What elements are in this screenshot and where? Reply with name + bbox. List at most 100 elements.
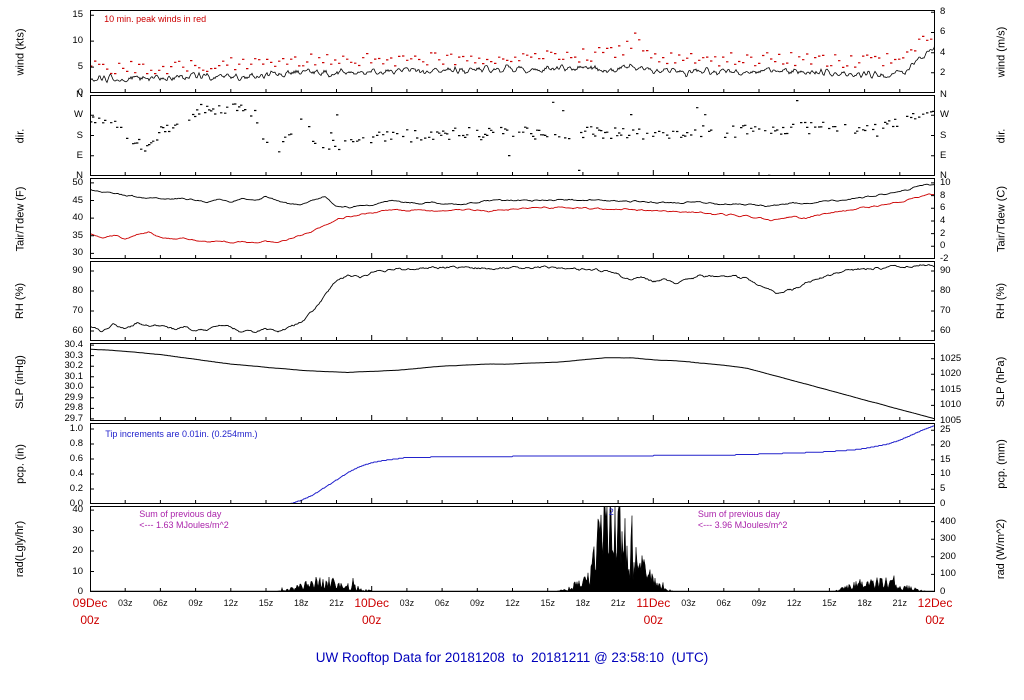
panel-temp-border bbox=[90, 178, 935, 259]
wind-direction-series bbox=[90, 100, 935, 176]
rad-ytick-right: 300 bbox=[940, 533, 956, 545]
wind-axis-label-left: wind (kts) bbox=[14, 27, 26, 76]
rh-ytick-left: 70 bbox=[72, 305, 83, 316]
x-minor-label: 12z bbox=[505, 598, 520, 608]
wind-ytick-left: 10 bbox=[72, 35, 83, 47]
chart-title: UW Rooftop Data for 20181208 to 20181211… bbox=[315, 650, 709, 665]
slp-axis-label-left: SLP (inHg) bbox=[14, 355, 26, 409]
slp-ytick-left: 29.7 bbox=[64, 412, 84, 424]
sea-level-pressure-series bbox=[90, 348, 935, 420]
pcp-ytick-left: 0.2 bbox=[69, 483, 83, 494]
x-minor-label: 12z bbox=[223, 598, 239, 608]
wind-peak-red-series bbox=[90, 24, 935, 75]
x-minor-label: 18z bbox=[293, 598, 309, 608]
pcp-ytick-right: 5 bbox=[940, 483, 946, 495]
rh-ytick-left: 80 bbox=[72, 285, 83, 296]
rad-ytick-left: 10 bbox=[72, 565, 83, 577]
panel-wind bbox=[90, 10, 935, 93]
rad-ytick-right: 0 bbox=[940, 586, 946, 597]
panel-rh-border bbox=[90, 261, 935, 341]
relative-humidity-series bbox=[90, 264, 935, 334]
slp-ytick-left: 29.8 bbox=[64, 402, 84, 414]
dir-ytick-left: E bbox=[76, 149, 83, 161]
slp-ytick-left: 30.3 bbox=[64, 349, 84, 361]
tair-series bbox=[90, 183, 935, 209]
pcp-annotation: Tip increments are 0.01in. (0.254mm.) bbox=[105, 429, 258, 439]
pcp-ytick-right: 10 bbox=[940, 468, 951, 480]
panel-temp-ticks bbox=[90, 182, 935, 259]
x-minor-label: 21z bbox=[892, 598, 908, 608]
panel-pcp bbox=[90, 423, 935, 504]
slp-ytick-left: 30.2 bbox=[64, 360, 84, 372]
temp-ytick-left: 35 bbox=[72, 229, 83, 241]
x-minor-label: 06z bbox=[434, 598, 450, 608]
panel-rad bbox=[90, 506, 935, 592]
rad-annotation: Sum of previous day <--- 1.63 MJoules/m^… bbox=[139, 509, 229, 530]
x-minor-label: 03z bbox=[681, 598, 696, 608]
dir-ytick-left: N bbox=[76, 170, 83, 181]
x-minor-label: 09z bbox=[470, 598, 485, 608]
temp-axis-label-left: Tair/Tdew (F) bbox=[14, 186, 26, 251]
slp-ytick-left: 30.4 bbox=[64, 339, 84, 351]
pcp-ytick-right: 25 bbox=[940, 424, 951, 436]
temp-ytick-left: 30 bbox=[72, 247, 83, 259]
x-major-date: 11Dec bbox=[636, 596, 671, 610]
wind-mean-series bbox=[90, 44, 935, 84]
slp-ytick-right: 1020 bbox=[940, 368, 962, 380]
temp-ytick-left: 45 bbox=[72, 194, 83, 206]
temp-ytick-right: 4 bbox=[940, 214, 946, 226]
pcp-ytick-right: 0 bbox=[940, 498, 946, 509]
x-major-hour: 00z bbox=[925, 613, 945, 627]
x-major-label: 11Dec 00z bbox=[618, 595, 688, 629]
wind-ytick-right: 6 bbox=[940, 26, 946, 38]
x-minor-label: 15z bbox=[540, 598, 555, 608]
x-minor-label: 15z bbox=[258, 598, 274, 608]
wind-axis-label-right: wind (m/s) bbox=[995, 26, 1007, 77]
pcp-ytick-left: 0.4 bbox=[69, 468, 83, 479]
rh-ytick-right: 80 bbox=[940, 285, 951, 296]
pcp-ytick-left: 0.0 bbox=[69, 498, 83, 509]
temp-ytick-left: 40 bbox=[72, 212, 83, 224]
x-major-hour: 00z bbox=[361, 613, 382, 627]
rad-ytick-left: 30 bbox=[72, 524, 83, 536]
x-major-date: 09Dec bbox=[72, 596, 108, 610]
x-minor-label: 06z bbox=[153, 598, 168, 608]
x-major-label: 12Dec 00z bbox=[900, 595, 970, 629]
dir-ytick-right: S bbox=[940, 129, 947, 141]
slp-ytick-left: 30.1 bbox=[64, 370, 84, 382]
pcp-ytick-left: 0.6 bbox=[69, 453, 83, 464]
slp-ytick-right: 1005 bbox=[940, 414, 962, 426]
temp-ytick-right: 6 bbox=[940, 202, 946, 214]
x-major-date: 12Dec bbox=[917, 596, 953, 610]
rad-annotation: Sum of previous day <--- 3.96 MJoules/m^… bbox=[697, 509, 788, 530]
wind-ytick-right: 8 bbox=[940, 6, 946, 18]
temp-ytick-right: 10 bbox=[940, 176, 951, 188]
panel-rh-ticks bbox=[90, 270, 935, 341]
panel-dir-ticks bbox=[90, 95, 935, 176]
rh-ytick-right: 90 bbox=[940, 265, 951, 276]
rh-axis-label-left: RH (%) bbox=[14, 282, 26, 320]
x-major-label: 10Dec 00z bbox=[337, 595, 407, 629]
rad-ytick-right: 400 bbox=[940, 515, 956, 527]
pcp-ytick-right: 20 bbox=[940, 438, 951, 450]
x-major-label: 09Dec 00z bbox=[55, 595, 125, 629]
dir-ytick-left: S bbox=[76, 129, 83, 141]
rad-ytick-right: 100 bbox=[940, 568, 956, 580]
wind-annotation: 10 min. peak winds in red bbox=[104, 14, 207, 24]
panel-wind-border bbox=[90, 10, 935, 93]
x-major-hour: 00z bbox=[643, 613, 663, 627]
rh-ytick-right: 70 bbox=[940, 305, 951, 316]
panel-dir-border bbox=[90, 95, 935, 176]
dir-ytick-right: E bbox=[940, 149, 947, 161]
tdew-series bbox=[90, 193, 935, 244]
slp-ytick-right: 1010 bbox=[940, 399, 962, 411]
panel-temp bbox=[90, 178, 935, 259]
x-minor-label: 21z bbox=[329, 598, 344, 608]
rh-ytick-left: 90 bbox=[72, 265, 83, 276]
slp-ytick-right: 1015 bbox=[940, 383, 962, 395]
wind-ytick-left: 5 bbox=[77, 61, 83, 73]
panel-wind-ticks bbox=[90, 11, 935, 93]
slp-ytick-left: 30.0 bbox=[64, 381, 84, 393]
rad-ytick-left: 20 bbox=[72, 545, 83, 557]
